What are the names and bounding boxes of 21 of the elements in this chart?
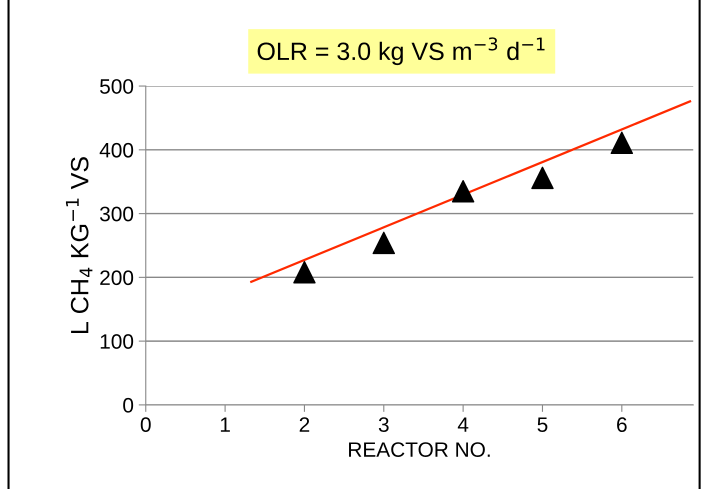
x-axis-title: REACTOR NO.	[349, 442, 490, 457]
x-tick-label: 2	[300, 417, 310, 432]
y-tick-label: 0	[123, 398, 134, 413]
y-tick-label: 500	[100, 79, 134, 94]
y-tick-label: 300	[100, 206, 134, 222]
chart-title: OLR = 3.0 kg VS m$^{−3}$ d$^{−1}$	[258, 37, 545, 66]
x-tick-label: 3	[378, 417, 389, 432]
point	[452, 180, 474, 203]
point	[610, 132, 634, 154]
x-tick-label: 5	[538, 417, 548, 432]
point	[531, 166, 554, 190]
x-tick-label: 6	[617, 417, 627, 432]
y-tick-label: 400	[100, 142, 134, 158]
point	[372, 232, 396, 254]
y-tick-label: 200	[100, 270, 134, 286]
y-axis-title: L CH$_{4}$ KG$^{−1}$ VS	[66, 157, 92, 334]
x-tick-label: 4	[458, 417, 468, 432]
x-tick-label: 0	[140, 417, 151, 432]
y-tick-label: 100	[100, 334, 134, 349]
x-tick-label: 1	[220, 417, 230, 432]
point	[293, 261, 316, 284]
